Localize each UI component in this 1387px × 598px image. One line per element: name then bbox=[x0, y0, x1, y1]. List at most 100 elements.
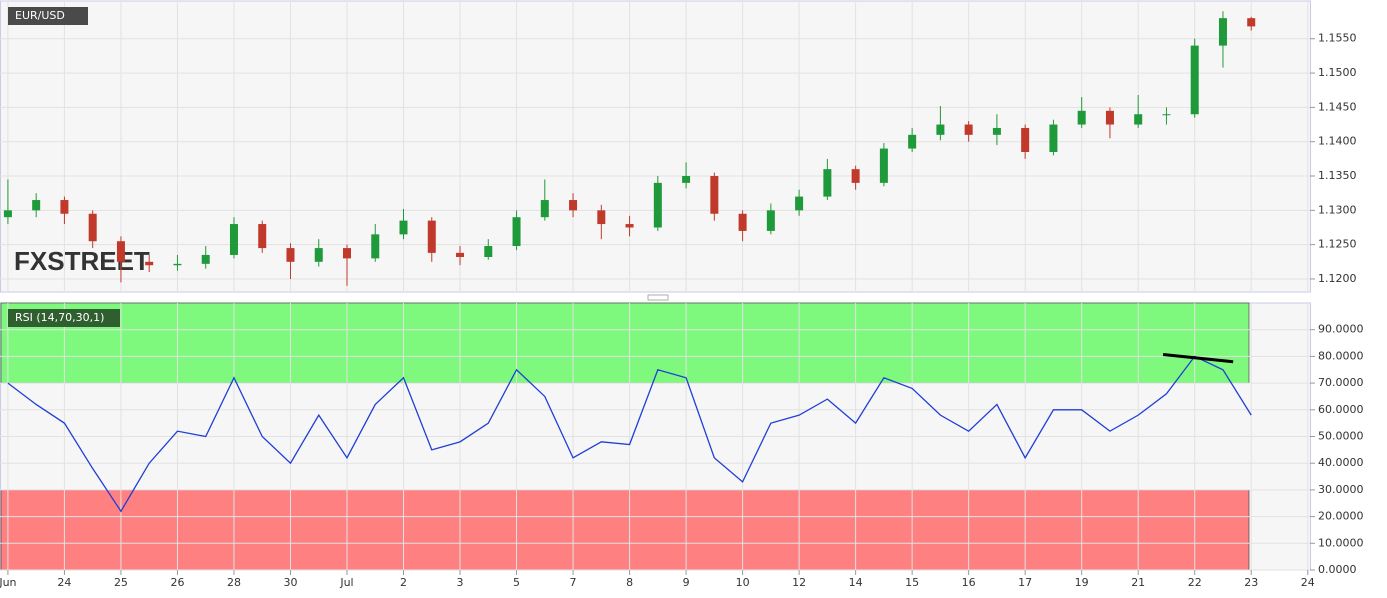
y-tick-label: 30.0000 bbox=[1318, 483, 1364, 496]
x-tick-label: 19 bbox=[1075, 576, 1089, 589]
x-tick-label: 26 bbox=[170, 576, 184, 589]
candle-body bbox=[1021, 127, 1030, 152]
rsi-zone bbox=[0, 302, 1250, 384]
trend-line bbox=[1162, 353, 1234, 364]
y-tick-label: 1.1200 bbox=[1318, 272, 1357, 285]
panel-label: EUR/USD bbox=[8, 7, 88, 25]
candle-body bbox=[569, 200, 578, 211]
panel-divider bbox=[647, 294, 669, 301]
label-box bbox=[8, 309, 120, 327]
candle-body bbox=[766, 210, 775, 231]
candle-body bbox=[964, 124, 973, 135]
x-tick-label: 7 bbox=[570, 576, 577, 589]
candle-body bbox=[625, 224, 634, 228]
y-tick-label: 1.1250 bbox=[1318, 238, 1357, 251]
candle-body bbox=[653, 182, 662, 228]
x-tick-label: 12 bbox=[792, 576, 806, 589]
y-tick-label: 1.1400 bbox=[1318, 135, 1357, 148]
y-tick-label: 1.1550 bbox=[1318, 32, 1357, 45]
y-tick-label: 1.1450 bbox=[1318, 100, 1357, 113]
watermark: FXSTREET bbox=[14, 246, 150, 276]
y-tick-label: 40.0000 bbox=[1318, 456, 1364, 469]
candle-body bbox=[286, 248, 295, 262]
candle-body bbox=[342, 248, 351, 259]
candle-body bbox=[682, 176, 691, 183]
candle-body bbox=[399, 220, 408, 235]
candle-body bbox=[229, 224, 238, 255]
x-tick-label: 24 bbox=[57, 576, 71, 589]
x-tick-label: 22 bbox=[1188, 576, 1202, 589]
panel-background bbox=[0, 0, 1311, 293]
candle-body bbox=[3, 210, 12, 218]
candle-body bbox=[427, 220, 436, 253]
y-tick-label: 1.1500 bbox=[1318, 66, 1357, 79]
candle-body bbox=[1049, 124, 1058, 152]
candle-body bbox=[795, 196, 804, 211]
x-tick-label: 24 bbox=[1301, 576, 1315, 589]
x-tick-label: 16 bbox=[962, 576, 976, 589]
x-tick-label: 9 bbox=[683, 576, 690, 589]
x-tick-label: Jun bbox=[0, 576, 17, 589]
x-tick-label: 14 bbox=[849, 576, 863, 589]
candle-body bbox=[1162, 114, 1171, 116]
candle-body bbox=[32, 200, 41, 211]
candle-body bbox=[258, 224, 267, 249]
candle-body bbox=[851, 169, 860, 183]
y-tick-label: 1.1350 bbox=[1318, 169, 1357, 182]
candle-body bbox=[738, 213, 747, 231]
x-tick-label: 5 bbox=[513, 576, 520, 589]
candle-body bbox=[1247, 18, 1256, 27]
candle-body bbox=[1105, 110, 1114, 125]
candle-body bbox=[88, 213, 97, 242]
candle-body bbox=[1077, 110, 1086, 125]
y-tick-label: 1.1300 bbox=[1318, 203, 1357, 216]
x-tick-label: 23 bbox=[1244, 576, 1258, 589]
y-tick-label: 10.0000 bbox=[1318, 536, 1364, 549]
x-tick-label: 28 bbox=[227, 576, 241, 589]
y-tick-label: 90.0000 bbox=[1318, 323, 1364, 336]
panel-title: EUR/USD bbox=[15, 9, 65, 22]
candle-body bbox=[823, 169, 832, 197]
panel-label: RSI (14,70,30,1) bbox=[8, 309, 120, 327]
x-tick-label: 3 bbox=[457, 576, 464, 589]
y-tick-label: 60.0000 bbox=[1318, 403, 1364, 416]
candle-body bbox=[145, 261, 154, 266]
rsi-line bbox=[7, 355, 1252, 513]
candle-body bbox=[1134, 114, 1143, 125]
candle-body bbox=[314, 248, 323, 262]
candle-body bbox=[879, 148, 888, 183]
candle-body bbox=[908, 134, 917, 149]
candle-body bbox=[540, 200, 549, 218]
candle-body bbox=[1190, 45, 1199, 115]
y-tick-label: 20.0000 bbox=[1318, 510, 1364, 523]
x-tick-label: 30 bbox=[283, 576, 297, 589]
candle-body bbox=[1218, 18, 1227, 46]
candle-body bbox=[484, 246, 493, 257]
x-tick-label: 15 bbox=[905, 576, 919, 589]
y-tick-label: 0.0000 bbox=[1318, 563, 1357, 576]
x-tick-label: 17 bbox=[1018, 576, 1032, 589]
candle-body bbox=[371, 234, 380, 259]
x-tick-label: 8 bbox=[626, 576, 633, 589]
candle-body bbox=[116, 241, 125, 262]
x-tick-label: 25 bbox=[114, 576, 128, 589]
x-tick-label: 2 bbox=[400, 576, 407, 589]
candle-body bbox=[512, 217, 521, 247]
y-tick-label: 50.0000 bbox=[1318, 430, 1364, 443]
candle-body bbox=[992, 127, 1001, 135]
candle-body bbox=[936, 124, 945, 135]
x-tick-label: Jul bbox=[339, 576, 353, 589]
label-box bbox=[8, 7, 88, 25]
candle-body bbox=[456, 252, 465, 257]
candle-body bbox=[201, 254, 210, 264]
candle-body bbox=[597, 210, 606, 225]
x-tick-label: 10 bbox=[736, 576, 750, 589]
y-tick-label: 70.0000 bbox=[1318, 376, 1364, 389]
candle-body bbox=[710, 176, 719, 214]
candle-body bbox=[60, 200, 69, 214]
candle-body bbox=[173, 263, 182, 266]
y-tick-label: 80.0000 bbox=[1318, 349, 1364, 362]
x-tick-label: 21 bbox=[1131, 576, 1145, 589]
rsi-zone bbox=[0, 489, 1250, 571]
